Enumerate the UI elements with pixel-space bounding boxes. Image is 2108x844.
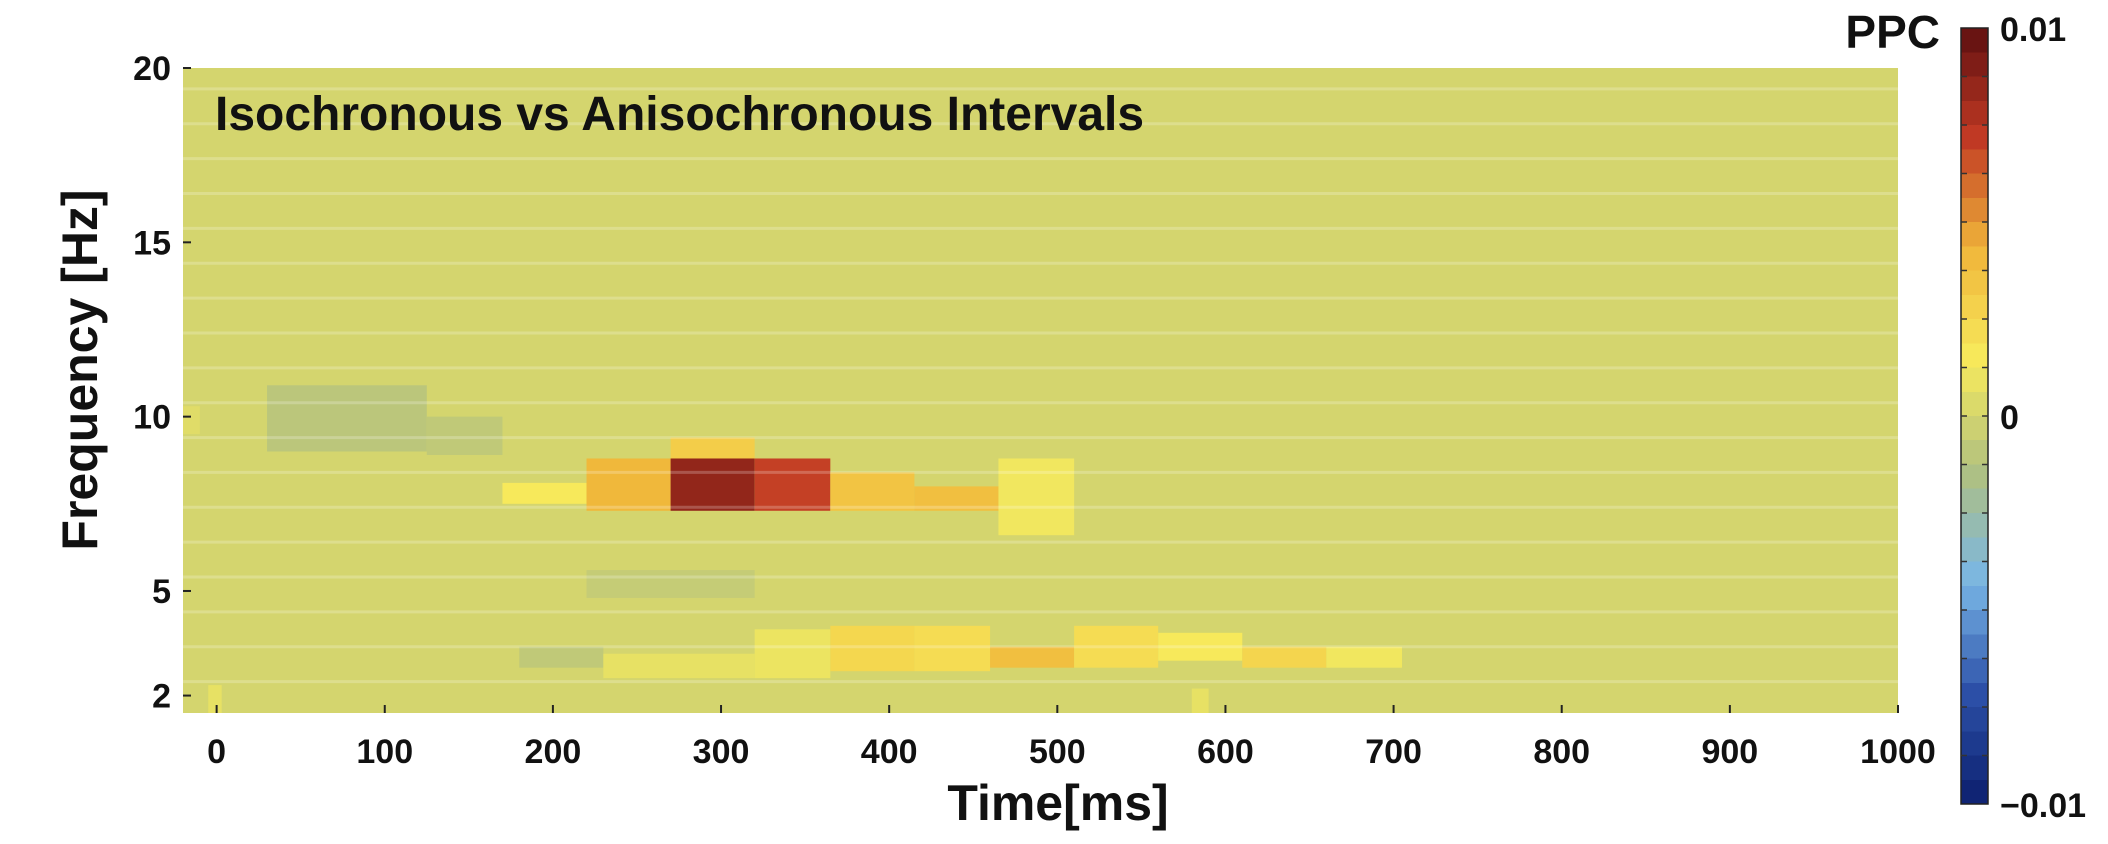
- heatmap-cell-17: [1074, 625, 1159, 668]
- heatmap-cell-9: [998, 458, 1075, 536]
- y-axis: 2 5 10 15 20: [133, 50, 191, 716]
- x-tick-label: 1000: [1860, 733, 1936, 771]
- x-tick-label: 800: [1533, 733, 1590, 771]
- x-tick-label: 900: [1701, 733, 1758, 771]
- heatmap-cell-15: [914, 625, 991, 672]
- heatmap-cell-12: [603, 653, 755, 679]
- heatmap-cell-2: [502, 482, 587, 504]
- plot-background: [183, 68, 1898, 713]
- heatmap-cell-23: [1191, 688, 1209, 713]
- x-tick-label: 0: [207, 733, 226, 771]
- heatmap-cell-8: [914, 486, 999, 511]
- y-tick-label: 10: [133, 399, 171, 437]
- x-tick-label: 600: [1197, 733, 1254, 771]
- heatmap-cell-21: [183, 406, 200, 435]
- x-axis-label: Time[ms]: [947, 775, 1168, 831]
- x-tick-label: 200: [525, 733, 582, 771]
- heatmap-cell-1: [426, 416, 503, 455]
- x-tick-label: 400: [861, 733, 918, 771]
- heatmap-cell-3: [586, 458, 671, 511]
- heatmap-cell-16: [990, 646, 1075, 668]
- colorbar-ticks: 0.01 0 −0.01: [1961, 11, 2086, 825]
- colorbar-tick-label: −0.01: [2000, 787, 2086, 825]
- y-tick-label: 5: [152, 573, 171, 611]
- colorbar-tick-label: 0.01: [2000, 11, 2066, 49]
- x-tick-label: 500: [1029, 733, 1086, 771]
- heatmap-cell-14: [830, 625, 915, 672]
- x-tick-label: 700: [1365, 733, 1422, 771]
- colorbar: 0.01 0 −0.01 PPC: [1845, 6, 2086, 825]
- colorbar-tick-label: 0: [2000, 399, 2019, 437]
- y-axis-label: Frequency [Hz]: [52, 189, 108, 550]
- y-tick-label: 2: [152, 678, 171, 716]
- heatmap-cell-0: [267, 385, 427, 452]
- heatmap-cell-10: [519, 646, 604, 668]
- colorbar-label: PPC: [1845, 6, 1940, 58]
- frequency-bin-lines: [183, 87, 1898, 684]
- y-tick-label: 15: [133, 224, 171, 262]
- heatmap-cell-11: [586, 570, 755, 598]
- x-tick-label: 100: [356, 733, 413, 771]
- heatmap-cell-5: [670, 458, 755, 511]
- y-tick-label: 20: [133, 50, 171, 88]
- heatmap-cell-20: [1326, 646, 1402, 668]
- plot-area: [183, 68, 1898, 713]
- chart-title: Isochronous vs Anisochronous Intervals: [215, 88, 1144, 141]
- heatmap-cell-18: [1158, 632, 1243, 661]
- x-tick-label: 300: [693, 733, 750, 771]
- heatmap-cell-7: [830, 472, 915, 511]
- x-axis: 0 100 200 300 400 500 600 700 800 900 1000: [207, 705, 1936, 771]
- heatmap-cell-19: [1242, 646, 1327, 668]
- heatmap-cell-6: [754, 458, 831, 511]
- heatmap-cell-13: [754, 629, 831, 679]
- heatmap-cell-22: [208, 685, 222, 713]
- heatmap-cells: [183, 385, 1402, 713]
